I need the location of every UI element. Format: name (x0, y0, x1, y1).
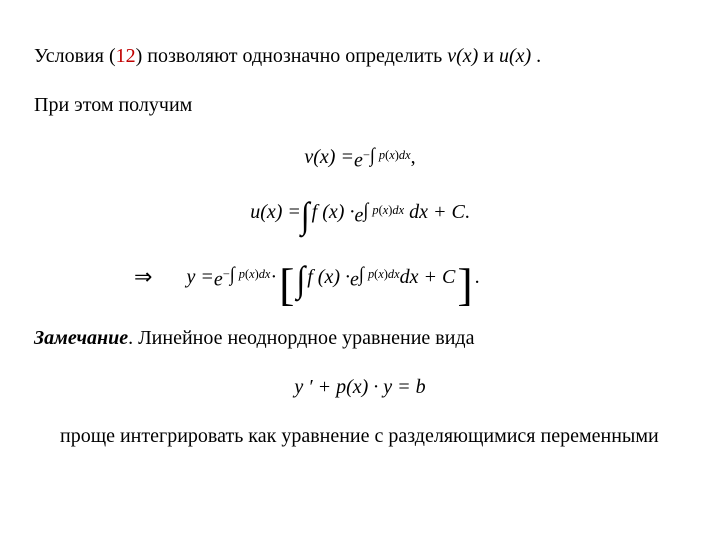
y-eq: y = (186, 263, 213, 292)
text: ) позволяют однозначно определить (136, 45, 448, 67)
remark-line: Замечание. Линейное неоднордное уравнени… (34, 324, 686, 353)
exp-int: ∫ p(x)dx (359, 267, 400, 281)
period: . (465, 198, 470, 227)
text: Условия ( (34, 45, 116, 67)
remark-label: Замечание (34, 327, 128, 349)
closing-line: проще интегрировать как уравнение с разд… (34, 422, 686, 451)
inner-exp: e∫ p(x)dx (350, 259, 400, 295)
eq-tail: , (411, 143, 416, 172)
integral-icon: ∫ (296, 253, 305, 306)
var-vx: v(x) (447, 45, 478, 67)
period: . (475, 263, 480, 292)
implies-icon: ⇒ (134, 261, 152, 293)
inner-tail: dx + C (400, 263, 456, 292)
e: e (354, 150, 363, 172)
dot: · (270, 263, 277, 292)
dx-plus-c: dx + C (404, 198, 465, 227)
exp-int: ∫ p(x)dx (363, 203, 404, 217)
equation-y: ⇒ y = e−∫ p(x)dx · [ ∫ f (x) · e∫ p(x)dx… (34, 254, 686, 300)
eq-lhs: v(x) = (304, 143, 354, 172)
integral-icon: ∫ (301, 188, 310, 241)
integrand: f (x) · (307, 263, 350, 292)
ref-number: 12 (116, 45, 136, 67)
integrand: f (x) · (312, 198, 355, 227)
intro-line-2: При этом получим (34, 91, 686, 120)
equation-v: v(x) = e−∫ p(x)dx , (34, 140, 686, 176)
var-ux: u(x) (499, 45, 531, 67)
outer-exp: e−∫ p(x)dx (214, 259, 271, 295)
eq-rhs: e−∫ p(x)dx (354, 140, 411, 176)
intro-line-1: Условия (12) позволяют однозначно опреде… (34, 42, 686, 71)
e: e (354, 205, 363, 227)
remark-text: . Линейное неоднордное уравнение вида (128, 327, 474, 349)
text: . (531, 45, 541, 67)
equation-simple: y ′ + p(x) · y = b (34, 373, 686, 402)
text: и (478, 45, 499, 67)
exp-neg-int: −∫ p(x)dx (223, 267, 271, 281)
eq-lhs: u(x) = (250, 198, 301, 227)
equation-u: u(x) = ∫ f (x) · e∫ p(x)dx dx + C . (34, 190, 686, 236)
exp-term: e∫ p(x)dx (354, 195, 404, 231)
exp-neg-int: −∫ p(x)dx (363, 148, 411, 162)
